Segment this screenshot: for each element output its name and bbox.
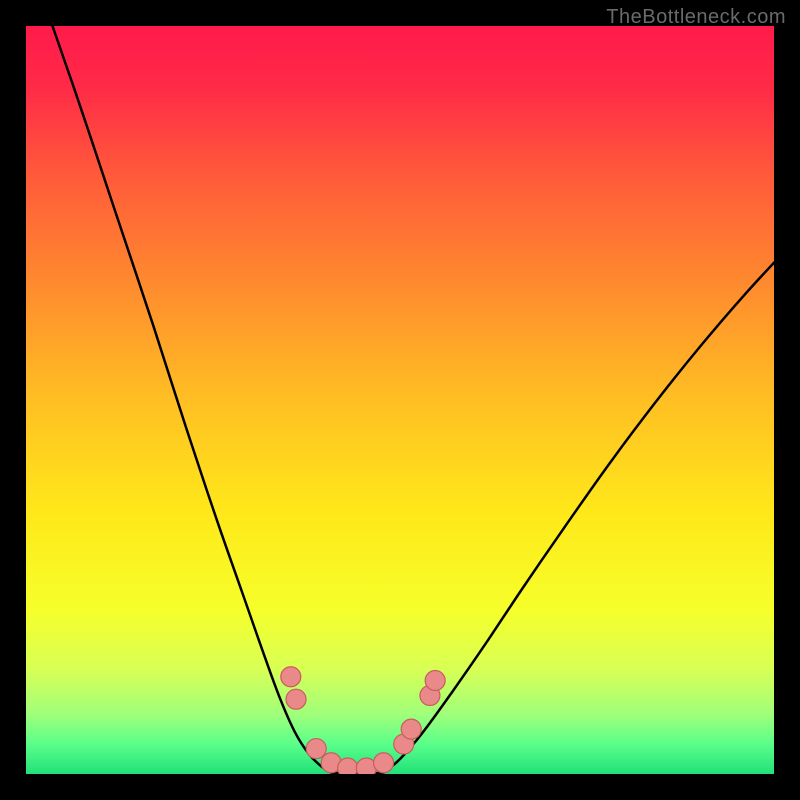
data-marker bbox=[286, 689, 306, 709]
data-marker bbox=[374, 753, 394, 773]
data-marker bbox=[281, 667, 301, 687]
data-marker bbox=[306, 739, 326, 759]
data-marker bbox=[401, 719, 421, 739]
data-marker bbox=[425, 671, 445, 691]
data-marker bbox=[338, 758, 358, 774]
marker-layer bbox=[26, 26, 774, 774]
watermark-text: TheBottleneck.com bbox=[606, 6, 786, 29]
plot-area bbox=[26, 26, 774, 774]
